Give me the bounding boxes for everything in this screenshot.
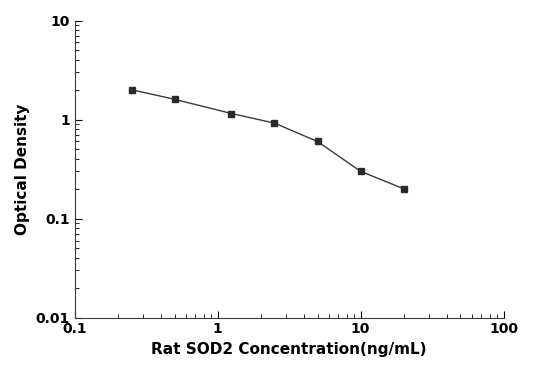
Y-axis label: Optical Density: Optical Density <box>15 103 30 235</box>
X-axis label: Rat SOD2 Concentration(ng/mL): Rat SOD2 Concentration(ng/mL) <box>151 342 427 357</box>
